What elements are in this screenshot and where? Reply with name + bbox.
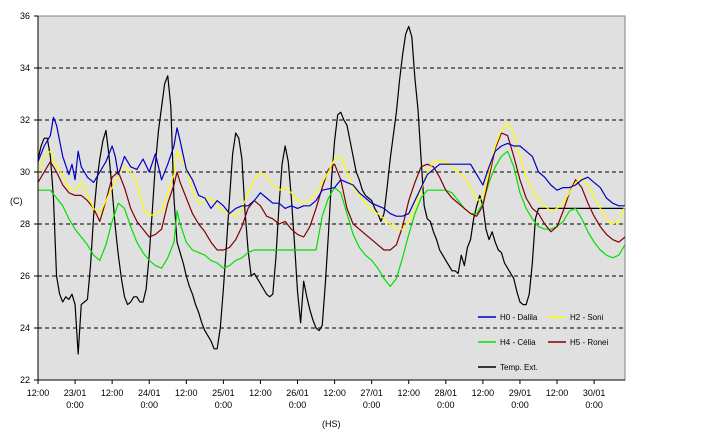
- plot-area: [37, 15, 626, 381]
- x-tick-sublabel-7: 0:00: [289, 400, 307, 410]
- x-tick-label-1: 23/01: [64, 388, 87, 398]
- x-tick-label-11: 28/01: [435, 388, 458, 398]
- y-axis-label: (C): [10, 196, 23, 206]
- series-group: [37, 25, 626, 355]
- y-ticks: 22 24 26 28 30 32 34 36: [20, 11, 38, 385]
- series-line-3: [37, 132, 626, 251]
- x-tick-label-14: 12:00: [546, 388, 569, 398]
- legend-label-4: Temp. Ext.: [500, 363, 538, 372]
- x-tick-sublabel-9: 0:00: [363, 400, 381, 410]
- y-tick-label-30: 30: [20, 167, 30, 177]
- x-tick-label-9: 27/01: [360, 388, 383, 398]
- x-tick-sublabel-1: 0:00: [66, 400, 84, 410]
- y-tick-label-32: 32: [20, 115, 30, 125]
- series-line-2: [38, 150, 626, 287]
- x-tick-label-6: 12:00: [249, 388, 272, 398]
- x-tick-label-7: 26/01: [286, 388, 309, 398]
- y-tick-label-34: 34: [20, 63, 30, 73]
- x-tick-label-12: 12:00: [472, 388, 495, 398]
- x-tick-sublabel-11: 0:00: [437, 400, 455, 410]
- y-tick-label-26: 26: [20, 271, 30, 281]
- x-tick-label-13: 29/01: [509, 388, 532, 398]
- legend-label-3: H5 - Ronei: [570, 338, 608, 347]
- x-axis-label: (HS): [322, 419, 341, 429]
- x-tick-label-4: 12:00: [175, 388, 198, 398]
- x-tick-label-8: 12:00: [323, 388, 346, 398]
- x-tick-sublabel-3: 0:00: [140, 400, 158, 410]
- x-tick-sublabel-15: 0:00: [585, 400, 603, 410]
- series-line-0: [37, 116, 625, 217]
- x-tick-label-2: 12:00: [101, 388, 124, 398]
- y-tick-label-36: 36: [20, 11, 30, 21]
- series-line-4: [37, 25, 625, 355]
- series-line-1: [37, 121, 626, 230]
- legend: H0 - Dalila H2 - Soni H4 - Célia H5 - Ronei…: [478, 313, 608, 372]
- y-tick-label-28: 28: [20, 219, 30, 229]
- y-tick-label-24: 24: [20, 323, 30, 333]
- x-tick-label-3: 24/01: [138, 388, 161, 398]
- x-tick-label-10: 12:00: [397, 388, 420, 398]
- x-tick-label-5: 25/01: [212, 388, 235, 398]
- axes: [37, 16, 625, 381]
- x-tick-label-0: 12:00: [27, 388, 50, 398]
- legend-label-1: H2 - Soni: [570, 313, 604, 322]
- y-tick-label-22: 22: [20, 375, 30, 385]
- x-tick-sublabel-5: 0:00: [215, 400, 233, 410]
- x-tick-sublabel-13: 0:00: [511, 400, 529, 410]
- x-tick-label-15: 30/01: [583, 388, 606, 398]
- legend-label-0: H0 - Dalila: [500, 313, 538, 322]
- x-ticks: 12:00 23/01 0:00 12:00 24/01 0:00 12:00 25/01 0:…: [27, 380, 606, 410]
- legend-label-2: H4 - Célia: [500, 338, 536, 347]
